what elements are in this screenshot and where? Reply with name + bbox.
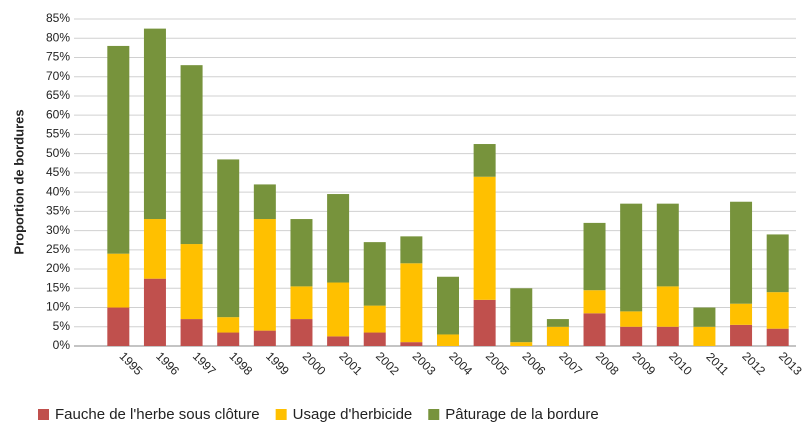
y-tick-label: 10% bbox=[46, 300, 70, 314]
y-tick-label: 75% bbox=[46, 50, 70, 64]
legend-swatch bbox=[38, 409, 49, 420]
bar-segment bbox=[143, 278, 166, 346]
y-tick-label: 50% bbox=[46, 146, 70, 160]
y-tick-label: 5% bbox=[53, 319, 71, 333]
bar-segment bbox=[766, 234, 789, 293]
legend-label: Usage d'herbicide bbox=[293, 406, 413, 423]
bar-segment bbox=[363, 305, 386, 333]
x-tick-label: 1997 bbox=[190, 349, 219, 378]
x-tick-label: 2010 bbox=[666, 349, 695, 378]
x-tick-label: 2009 bbox=[629, 349, 658, 378]
x-tick-label: 1998 bbox=[227, 349, 256, 378]
x-tick-label: 1995 bbox=[117, 349, 146, 378]
bar-segment bbox=[766, 328, 789, 346]
y-tick-label: 35% bbox=[46, 204, 70, 218]
y-axis-label: Proportion de bordures bbox=[11, 109, 26, 254]
y-tick-label: 15% bbox=[46, 280, 70, 294]
y-tick-label: 60% bbox=[46, 107, 70, 121]
bar-segment bbox=[510, 288, 533, 343]
x-tick-label: 1999 bbox=[263, 349, 292, 378]
bar-segment bbox=[327, 336, 350, 346]
bar-segment bbox=[473, 299, 496, 346]
bar-segment bbox=[400, 342, 423, 346]
bar-segment bbox=[217, 317, 240, 333]
bar-segment bbox=[290, 286, 313, 320]
bar-segment bbox=[583, 313, 606, 346]
bar-segment bbox=[546, 319, 569, 327]
bar-segment bbox=[473, 176, 496, 300]
bar-segment bbox=[327, 282, 350, 337]
y-tick-label: 20% bbox=[46, 261, 70, 275]
bar-segment bbox=[363, 242, 386, 306]
bar-segment bbox=[217, 159, 240, 318]
bar-segment bbox=[546, 326, 569, 346]
x-tick-label: 2005 bbox=[483, 349, 512, 378]
bar-segment bbox=[730, 303, 753, 325]
bar-segment bbox=[656, 203, 679, 287]
bar-segment bbox=[583, 222, 606, 291]
bar-segment bbox=[180, 65, 203, 245]
y-tick-label: 25% bbox=[46, 242, 70, 256]
bar-segment bbox=[437, 276, 459, 335]
y-tick-label: 80% bbox=[46, 30, 70, 44]
x-tick-label: 2000 bbox=[300, 349, 329, 378]
bar-segment bbox=[107, 253, 130, 308]
bar-segment bbox=[217, 332, 240, 346]
legend-label: Fauche de l'herbe sous clôture bbox=[55, 406, 260, 423]
bar-segment bbox=[327, 194, 350, 283]
bar-segment bbox=[620, 311, 643, 327]
bar-segment bbox=[620, 203, 643, 312]
x-tick-label: 2001 bbox=[336, 349, 365, 378]
bar-segment bbox=[473, 144, 496, 177]
bar-segment bbox=[253, 219, 276, 331]
x-tick-label: 2008 bbox=[593, 349, 622, 378]
bar-segment bbox=[180, 319, 203, 346]
bar-segment bbox=[400, 263, 423, 343]
x-tick-label: 2011 bbox=[703, 350, 731, 378]
legend-swatch bbox=[428, 409, 440, 420]
bar-segment bbox=[693, 326, 716, 346]
x-tick-label: 2002 bbox=[373, 349, 402, 378]
legend-swatch bbox=[275, 409, 287, 420]
y-tick-label: 0% bbox=[53, 338, 71, 352]
bar-segment bbox=[143, 28, 166, 220]
bar-segment bbox=[656, 286, 679, 327]
y-tick-label: 30% bbox=[46, 223, 70, 237]
y-tick-label: 40% bbox=[46, 184, 70, 198]
legend-label: Pâturage de la bordure bbox=[445, 406, 598, 423]
bar-segment bbox=[290, 219, 313, 287]
bar-segment bbox=[510, 342, 533, 346]
bar-segment bbox=[253, 184, 276, 220]
bar-segment bbox=[290, 319, 313, 346]
bar-segment bbox=[363, 332, 386, 346]
bar-segment bbox=[180, 244, 203, 320]
y-tick-label: 85% bbox=[46, 11, 70, 25]
x-tick-label: 2004 bbox=[446, 349, 475, 378]
bar-segment bbox=[656, 326, 679, 346]
y-tick-label: 65% bbox=[46, 88, 70, 102]
y-tick-label: 55% bbox=[46, 127, 70, 141]
bar-segment bbox=[766, 292, 789, 329]
x-tick-label: 2007 bbox=[556, 349, 585, 378]
y-tick-label: 45% bbox=[46, 165, 70, 179]
bar-segment bbox=[437, 334, 459, 346]
bar-segment bbox=[693, 307, 716, 327]
x-tick-label: 2006 bbox=[520, 349, 549, 378]
bar-segment bbox=[143, 219, 166, 279]
x-tick-label: 2013 bbox=[776, 349, 805, 378]
y-tick-label: 70% bbox=[46, 69, 70, 83]
bar-segment bbox=[730, 324, 753, 346]
bar-segment bbox=[253, 330, 276, 346]
x-tick-label: 1996 bbox=[153, 349, 182, 378]
bar-segment bbox=[400, 236, 423, 264]
bar-segment bbox=[107, 307, 130, 346]
bar-segment bbox=[583, 290, 606, 314]
x-tick-label: 2012 bbox=[739, 349, 768, 378]
x-tick-label: 2003 bbox=[410, 349, 439, 378]
bar-segment bbox=[107, 45, 130, 254]
bar-segment bbox=[730, 201, 753, 304]
bar-segment bbox=[620, 326, 643, 346]
